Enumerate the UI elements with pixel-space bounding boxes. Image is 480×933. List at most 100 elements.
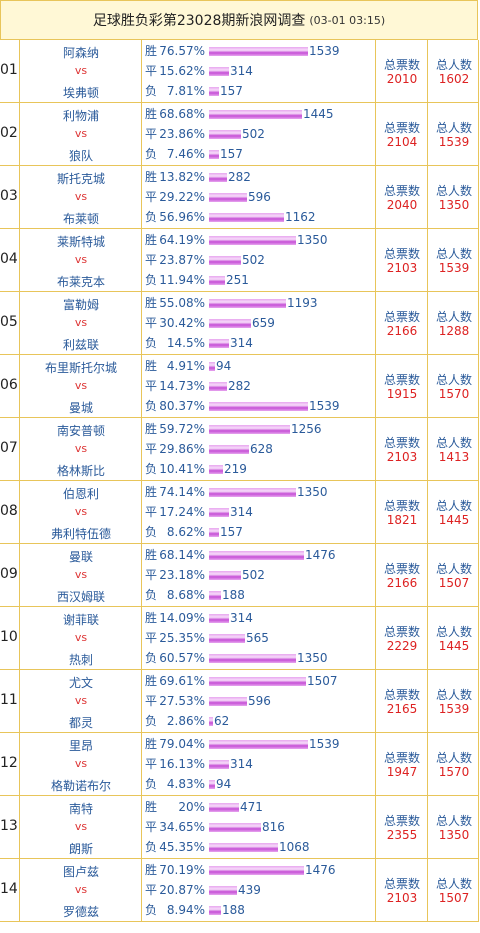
away-team[interactable]: 弗利特伍德 (50, 527, 111, 541)
win-bar (209, 677, 306, 686)
total-people-value: 1288 (438, 324, 470, 338)
loss-label: 负 (145, 273, 158, 287)
total-people-label: 总人数 (435, 184, 472, 198)
match-number: 02 (0, 125, 18, 141)
teams-cell: 图卢兹 vs 罗德兹 (19, 859, 141, 922)
win-bar (209, 614, 229, 623)
away-team[interactable]: 埃弗顿 (62, 86, 99, 100)
win-bar (209, 803, 239, 812)
total-votes-cell: 总票数 2165 (375, 670, 427, 733)
draw-label: 平 (145, 64, 158, 78)
vs-label: vs (74, 883, 88, 896)
teams-cell: 布里斯托尔城 vs 曼城 (19, 355, 141, 418)
away-team[interactable]: 都灵 (68, 716, 93, 730)
match-row: 13 南特 vs 朗斯 胜 20% 471 平 34.65% 816 负 45.35% 1068 总票数 2… (0, 796, 480, 859)
win-bar (209, 425, 290, 434)
home-team[interactable]: 阿森纳 (62, 46, 99, 60)
draw-label: 平 (145, 757, 158, 771)
home-team[interactable]: 富勒姆 (62, 298, 99, 312)
match-number-cell: 11 (0, 670, 19, 733)
home-team[interactable]: 伯恩利 (62, 487, 99, 501)
draw-bar (209, 67, 229, 76)
away-team[interactable]: 西汉姆联 (56, 590, 105, 604)
total-people-value: 1539 (438, 261, 470, 275)
draw-label: 平 (145, 190, 158, 204)
total-people-label: 总人数 (435, 814, 472, 828)
page-title: 足球胜负彩第23028期新浪网调查 (92, 13, 306, 29)
win-percent: 74.14% (159, 485, 205, 499)
win-percent: 13.82% (159, 170, 205, 184)
away-team[interactable]: 罗德兹 (62, 905, 99, 919)
teams-cell: 伯恩利 vs 弗利特伍德 (19, 481, 141, 544)
match-row: 05 富勒姆 vs 利兹联 胜 55.08% 1193 平 30.42% 659 负 14.5% 314… (0, 292, 480, 355)
away-team[interactable]: 格林斯比 (56, 464, 105, 478)
home-team[interactable]: 尤文 (68, 676, 93, 690)
home-team[interactable]: 谢菲联 (62, 613, 99, 627)
win-stat-line: 胜 20% 471 (145, 799, 263, 815)
home-team[interactable]: 南特 (68, 802, 93, 816)
match-row: 08 伯恩利 vs 弗利特伍德 胜 74.14% 1350 平 17.24% 314 负 8.62% 1… (0, 481, 480, 544)
away-team[interactable]: 朗斯 (68, 842, 93, 856)
away-team[interactable]: 狼队 (68, 149, 93, 163)
away-team[interactable]: 布莱顿 (62, 212, 99, 226)
away-team[interactable]: 布莱克本 (56, 275, 105, 289)
win-bar (209, 47, 308, 56)
home-team[interactable]: 斯托克城 (56, 172, 105, 186)
match-row: 14 图卢兹 vs 罗德兹 胜 70.19% 1476 平 20.87% 439 负 8.94% 188… (0, 859, 480, 922)
draw-stat-line: 平 14.73% 282 (145, 378, 251, 394)
win-count: 94 (216, 359, 232, 373)
draw-label: 平 (145, 820, 158, 834)
loss-label: 负 (145, 336, 158, 350)
match-number: 12 (0, 755, 18, 771)
draw-label: 平 (145, 568, 158, 582)
away-team[interactable]: 热刺 (68, 653, 93, 667)
win-stat-line: 胜 68.68% 1445 (145, 106, 334, 122)
loss-bar (209, 654, 296, 663)
draw-bar (209, 823, 261, 832)
teams-cell: 里昂 vs 格勒诺布尔 (19, 733, 141, 796)
draw-percent: 23.18% (159, 568, 205, 582)
loss-stat-line: 负 4.83% 94 (145, 776, 231, 792)
win-stat-line: 胜 14.09% 314 (145, 610, 253, 626)
stats-cell: 胜 68.14% 1476 平 23.18% 502 负 8.68% 188 (141, 544, 375, 607)
draw-bar (209, 256, 241, 265)
home-team[interactable]: 布里斯托尔城 (44, 361, 117, 375)
win-count: 471 (240, 800, 263, 814)
total-people-label: 总人数 (435, 499, 472, 513)
home-team[interactable]: 图卢兹 (62, 865, 99, 879)
total-people-value: 1350 (438, 198, 470, 212)
away-team[interactable]: 曼城 (68, 401, 93, 415)
match-row: 12 里昂 vs 格勒诺布尔 胜 79.04% 1539 平 16.13% 314 负 4.83% 94… (0, 733, 480, 796)
loss-label: 负 (145, 525, 158, 539)
draw-count: 565 (246, 631, 269, 645)
win-label: 胜 (145, 422, 158, 436)
stats-cell: 胜 64.19% 1350 平 23.87% 502 负 11.94% 251 (141, 229, 375, 292)
draw-stat-line: 平 16.13% 314 (145, 756, 253, 772)
total-people-cell: 总人数 1539 (427, 229, 479, 292)
home-team[interactable]: 曼联 (68, 550, 93, 564)
win-count: 282 (228, 170, 251, 184)
loss-count: 1068 (279, 840, 310, 854)
away-team[interactable]: 格勒诺布尔 (50, 779, 111, 793)
teams-cell: 曼联 vs 西汉姆联 (19, 544, 141, 607)
draw-label: 平 (145, 316, 158, 330)
total-people-value: 1445 (438, 513, 470, 527)
loss-stat-line: 负 80.37% 1539 (145, 398, 340, 414)
match-number-cell: 08 (0, 481, 19, 544)
home-team[interactable]: 里昂 (68, 739, 93, 753)
draw-percent: 25.35% (159, 631, 205, 645)
draw-percent: 23.86% (159, 127, 205, 141)
draw-count: 314 (230, 505, 253, 519)
win-stat-line: 胜 55.08% 1193 (145, 295, 318, 311)
home-team[interactable]: 南安普顿 (56, 424, 105, 438)
loss-count: 188 (222, 588, 245, 602)
total-people-value: 1570 (438, 387, 470, 401)
loss-label: 负 (145, 210, 158, 224)
home-team[interactable]: 利物浦 (62, 109, 99, 123)
total-people-label: 总人数 (435, 562, 472, 576)
teams-cell: 斯托克城 vs 布莱顿 (19, 166, 141, 229)
away-team[interactable]: 利兹联 (62, 338, 99, 352)
total-votes-value: 1947 (386, 765, 418, 779)
total-people-label: 总人数 (435, 247, 472, 261)
home-team[interactable]: 莱斯特城 (56, 235, 105, 249)
